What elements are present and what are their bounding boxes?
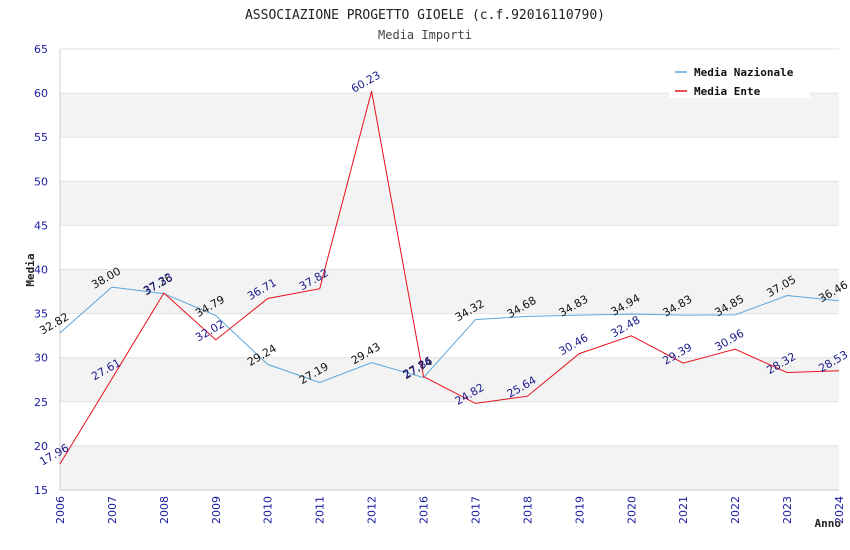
x-tick-label: 2008	[158, 496, 171, 524]
x-tick-label: 2011	[314, 496, 327, 524]
y-tick-label: 60	[34, 87, 48, 100]
legend-entry: Media Nazionale	[694, 66, 794, 79]
plot-background-bands	[60, 49, 839, 490]
y-tick-label: 45	[34, 219, 48, 232]
x-tick-label: 2020	[625, 496, 638, 524]
plot-band	[60, 445, 839, 490]
chart-subtitle: Media Importi	[378, 28, 472, 42]
x-tick-label: 2019	[573, 496, 586, 524]
x-tick-label: 2021	[677, 496, 690, 524]
y-tick-label: 50	[34, 175, 48, 188]
y-tick-label: 65	[34, 43, 48, 56]
x-tick-label: 2023	[781, 496, 794, 524]
plot-band	[60, 401, 839, 446]
plot-band	[60, 181, 839, 226]
y-tick-label: 30	[34, 352, 48, 365]
y-tick-label: 40	[34, 264, 48, 277]
plot-band	[60, 93, 839, 138]
y-tick-label: 25	[34, 396, 48, 409]
legend: Media Nazionale Media Ente	[669, 60, 810, 98]
series-line-media-ente	[59, 90, 840, 465]
x-tick-label: 2010	[262, 496, 275, 524]
x-axis-title: Anno	[815, 517, 842, 530]
x-tick-label: 2024	[833, 496, 846, 524]
x-tick-label: 2007	[106, 496, 119, 524]
plot-band	[60, 225, 839, 270]
plot-band	[60, 357, 839, 402]
chart-title: ASSOCIAZIONE PROGETTO GIOELE (c.f.920161…	[245, 8, 605, 23]
y-axis-title: Media	[24, 253, 37, 286]
x-tick-label: 2009	[210, 496, 223, 524]
x-tick-label: 2018	[521, 496, 534, 524]
x-tick-label: 2012	[366, 496, 379, 524]
x-tick-label: 2006	[54, 496, 67, 524]
x-tick-label: 2017	[469, 496, 482, 524]
plot-band	[60, 269, 839, 314]
legend-entry: Media Ente	[694, 85, 761, 98]
y-tick-label: 35	[34, 308, 48, 321]
plot-band	[60, 313, 839, 358]
x-tick-label: 2016	[418, 496, 431, 524]
series-line-media-nazionale	[59, 286, 840, 384]
y-tick-label: 15	[34, 484, 48, 497]
legend-box	[669, 60, 810, 98]
data-series	[59, 90, 840, 465]
x-tick-label: 2022	[729, 496, 742, 524]
y-tick-labels: 15 20 25 30 35 40 45 50 55 60 65	[34, 43, 48, 497]
x-tick-labels: 2006 2007 2008 2009 2010 2011 2012 2016 2017 2018…	[54, 496, 846, 524]
y-tick-label: 55	[34, 131, 48, 144]
plot-band	[60, 137, 839, 182]
y-tick-label: 20	[34, 440, 48, 453]
